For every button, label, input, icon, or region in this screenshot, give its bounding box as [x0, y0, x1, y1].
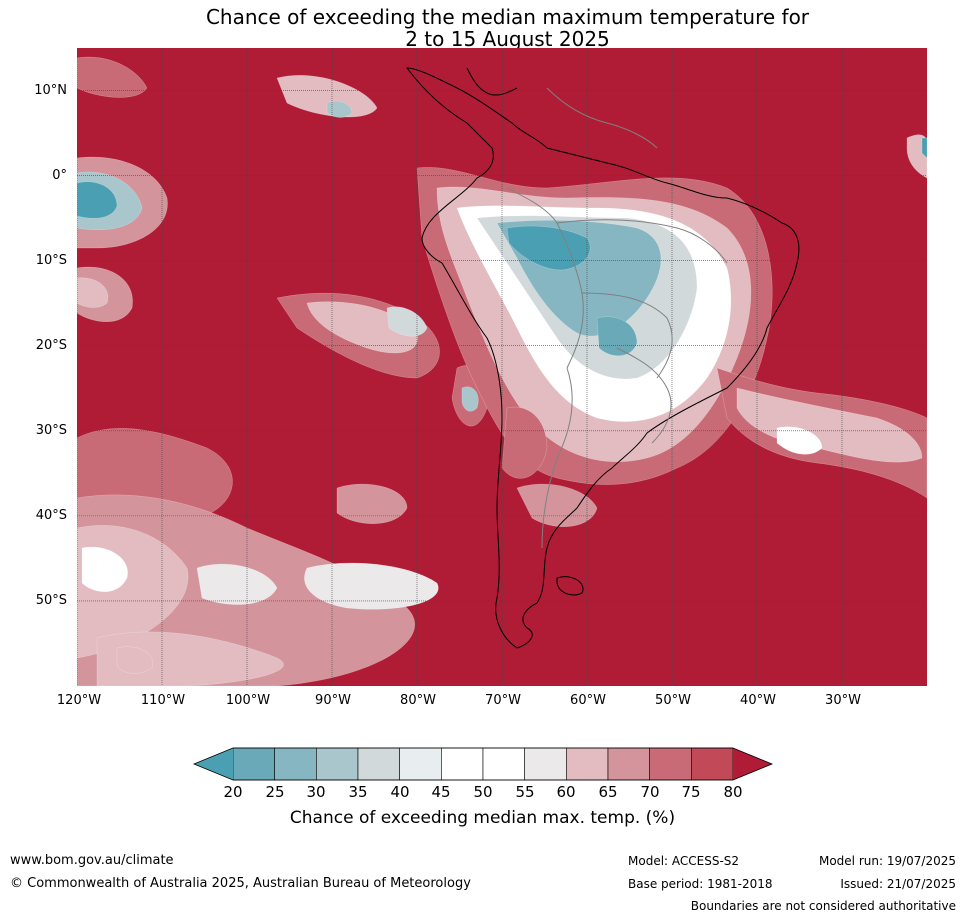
eastern-pacific-patches — [276, 293, 490, 427]
lon-label-50w: 50°W — [655, 693, 691, 708]
footer-disclaimer: Boundaries are not considered authoritat… — [690, 899, 956, 913]
lat-label-10n: 10°N — [34, 83, 67, 98]
continental-anomaly-field — [416, 134, 927, 527]
lat-label-0: 0° — [52, 168, 67, 183]
colorbar-segment — [482, 747, 525, 781]
colorbar-label: Chance of exceeding median max. temp. (%… — [0, 808, 965, 828]
lat-label-50s: 50°S — [35, 593, 67, 608]
lat-label-30s: 30°S — [35, 423, 67, 438]
colorbar-segment — [232, 747, 275, 781]
lat-label-10s: 10°S — [35, 253, 67, 268]
colorbar-segment — [524, 747, 567, 781]
colorbar-segment — [274, 747, 317, 781]
lat-label-40s: 40°S — [35, 508, 67, 523]
southern-pacific-patches — [77, 56, 439, 686]
lon-label-80w: 80°W — [400, 693, 436, 708]
colorbar-segment — [691, 747, 734, 781]
map-gridlines — [77, 48, 927, 686]
colorbar-low-extend — [194, 748, 233, 780]
colorbar-high-extend — [733, 748, 772, 780]
forecast-map — [77, 48, 927, 686]
lon-label-120w: 120°W — [56, 693, 102, 708]
footer-issued: Issued: 21/07/2025 — [840, 877, 956, 891]
colorbar-tick-20: 20 — [223, 783, 243, 801]
colorbar-tick-45: 45 — [431, 783, 451, 801]
colorbar-tick-60: 60 — [556, 783, 576, 801]
lon-label-30w: 30°W — [825, 693, 861, 708]
colorbar-segment — [607, 747, 650, 781]
lon-label-60w: 60°W — [570, 693, 606, 708]
lon-label-70w: 70°W — [485, 693, 521, 708]
colorbar-segment — [649, 747, 692, 781]
footer-model: Model: ACCESS-S2 — [628, 854, 740, 868]
colorbar-segment — [566, 747, 609, 781]
lon-label-100w: 100°W — [225, 693, 271, 708]
colorbar-tick-65: 65 — [598, 783, 618, 801]
lon-label-110w: 110°W — [140, 693, 186, 708]
colorbar-tick-75: 75 — [681, 783, 701, 801]
map-title-line-2: 2 to 15 August 2025 — [405, 27, 610, 51]
footer-model-run: Model run: 19/07/2025 — [818, 854, 956, 868]
footer-url[interactable]: www.bom.gov.au/climate — [10, 853, 174, 868]
footer-copyright: © Commonwealth of Australia 2025, Austra… — [10, 876, 471, 891]
colorbar-tick-80: 80 — [723, 783, 743, 801]
colorbar — [192, 747, 774, 781]
colorbar-outline — [192, 747, 774, 781]
colorbar-tick-30: 30 — [306, 783, 326, 801]
map-title-line-1: Chance of exceeding the median maximum t… — [205, 5, 810, 29]
map-canvas — [77, 48, 927, 686]
colorbar-tick-50: 50 — [473, 783, 493, 801]
colorbar-segments — [232, 747, 734, 781]
lon-label-90w: 90°W — [315, 693, 351, 708]
colorbar-tick-25: 25 — [265, 783, 285, 801]
colorbar-segment — [399, 747, 442, 781]
west-pacific-low-area — [77, 156, 168, 322]
lon-label-40w: 40°W — [740, 693, 776, 708]
colorbar-segment — [441, 747, 484, 781]
colorbar-segment — [316, 747, 359, 781]
colorbar-tick-40: 40 — [390, 783, 410, 801]
colorbar-label-text: Chance of exceeding median max. temp. (%… — [289, 808, 676, 828]
lat-label-20s: 20°S — [35, 338, 67, 353]
country-borders — [506, 87, 728, 549]
colorbar-tick-55: 55 — [515, 783, 535, 801]
colorbar-tick-35: 35 — [348, 783, 368, 801]
colorbar-tick-70: 70 — [640, 783, 660, 801]
colorbar-segment — [357, 747, 400, 781]
coastlines — [405, 67, 800, 649]
footer-base-period: Base period: 1981-2018 — [628, 877, 773, 891]
